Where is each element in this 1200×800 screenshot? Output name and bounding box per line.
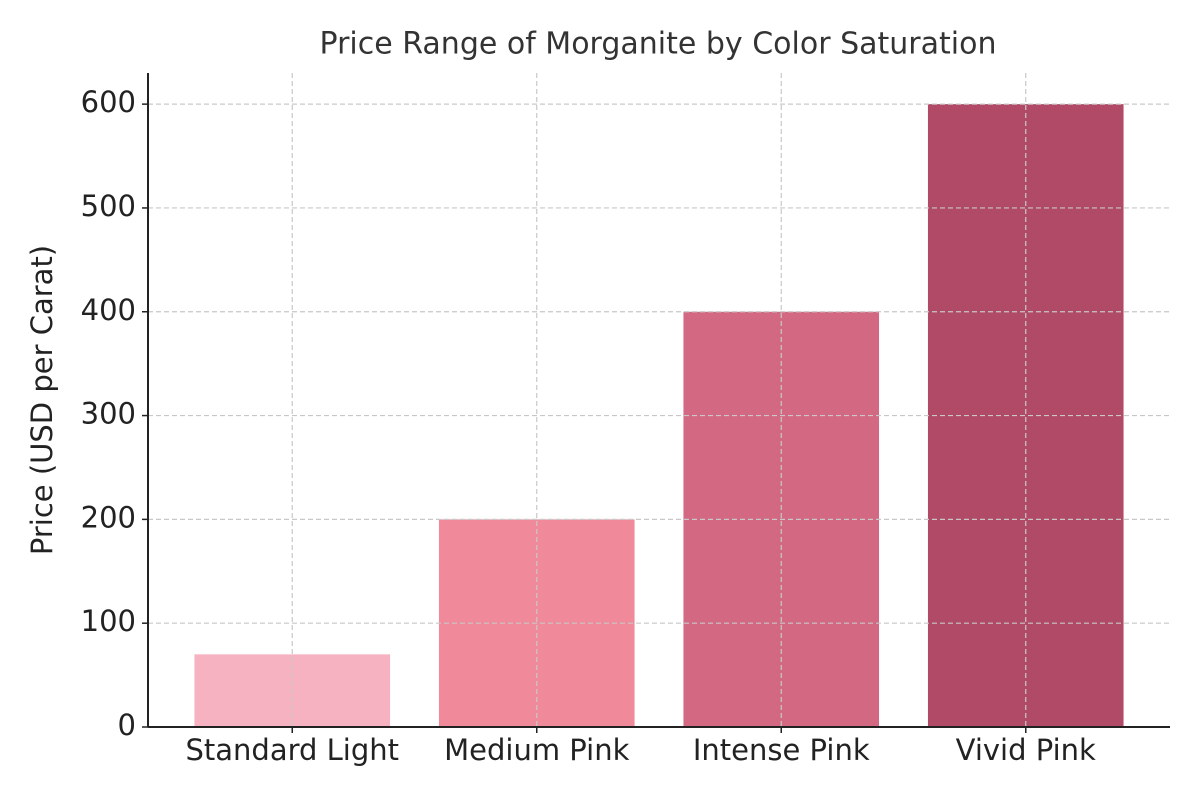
x-tick-label: Intense Pink [693, 733, 870, 767]
x-tick-label: Standard Light [185, 733, 399, 767]
y-axis-label: Price (USD per Carat) [25, 245, 59, 555]
y-tick-label: 500 [81, 189, 136, 223]
y-tick-label: 600 [81, 85, 136, 119]
y-tick-label: 300 [81, 397, 136, 431]
chart-title: Price Range of Morganite by Color Satura… [320, 27, 997, 62]
y-tick-label: 100 [81, 604, 136, 638]
y-tick-label: 200 [81, 500, 136, 534]
y-tick-label: 400 [81, 293, 136, 327]
x-tick-label: Medium Pink [444, 733, 629, 767]
x-tick-label: Vivid Pink [956, 733, 1096, 767]
y-tick-label: 0 [118, 708, 136, 742]
